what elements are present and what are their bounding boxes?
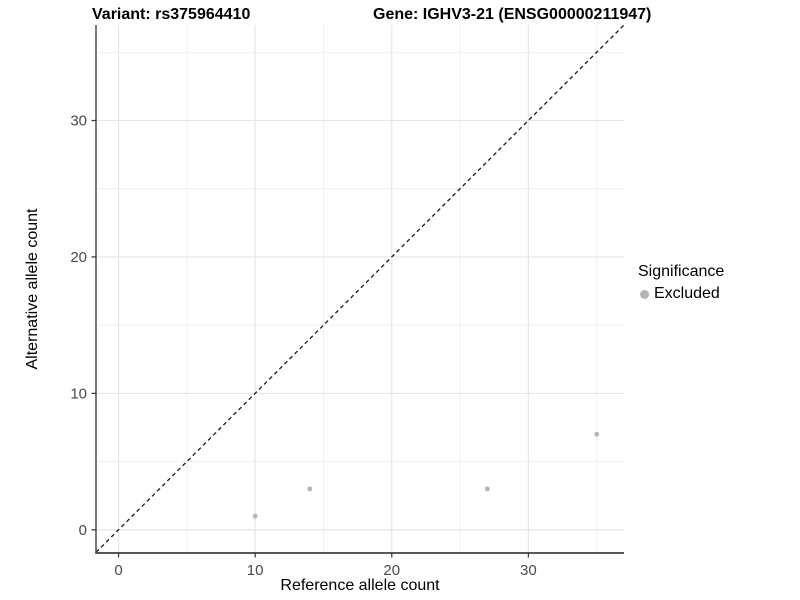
x-tick-label-0: 0 bbox=[114, 562, 122, 579]
y-tick-label-10: 10 bbox=[70, 385, 87, 402]
x-tick-label-20: 20 bbox=[383, 562, 400, 579]
y-tick-label-20: 20 bbox=[70, 249, 87, 266]
x-tick-label-10: 10 bbox=[247, 562, 264, 579]
legend-item-label: Excluded bbox=[654, 285, 720, 302]
legend-item-excluded: Excluded bbox=[638, 285, 724, 303]
plot-title-variant: Variant: rs375964410 bbox=[92, 6, 251, 23]
data-point-27-3 bbox=[484, 486, 490, 492]
data-point-35-7 bbox=[594, 431, 600, 437]
identity-reference-line bbox=[95, 24, 625, 553]
legend-title: Significance bbox=[638, 263, 725, 280]
y-tick-label-0: 0 bbox=[79, 522, 87, 539]
x-axis-title: Reference allele count bbox=[280, 577, 440, 594]
y-tick-label-30: 30 bbox=[70, 113, 87, 130]
y-axis-title: Alternative allele count bbox=[24, 208, 41, 370]
legend-point-icon bbox=[640, 289, 649, 299]
data-point-10-1 bbox=[252, 513, 258, 519]
data-point-14-3 bbox=[307, 486, 313, 492]
x-tick-label-30: 30 bbox=[520, 562, 537, 579]
plot-title-gene: Gene: IGHV3-21 (ENSG00000211947) bbox=[373, 6, 652, 23]
legend: Significance Excluded bbox=[638, 263, 724, 303]
